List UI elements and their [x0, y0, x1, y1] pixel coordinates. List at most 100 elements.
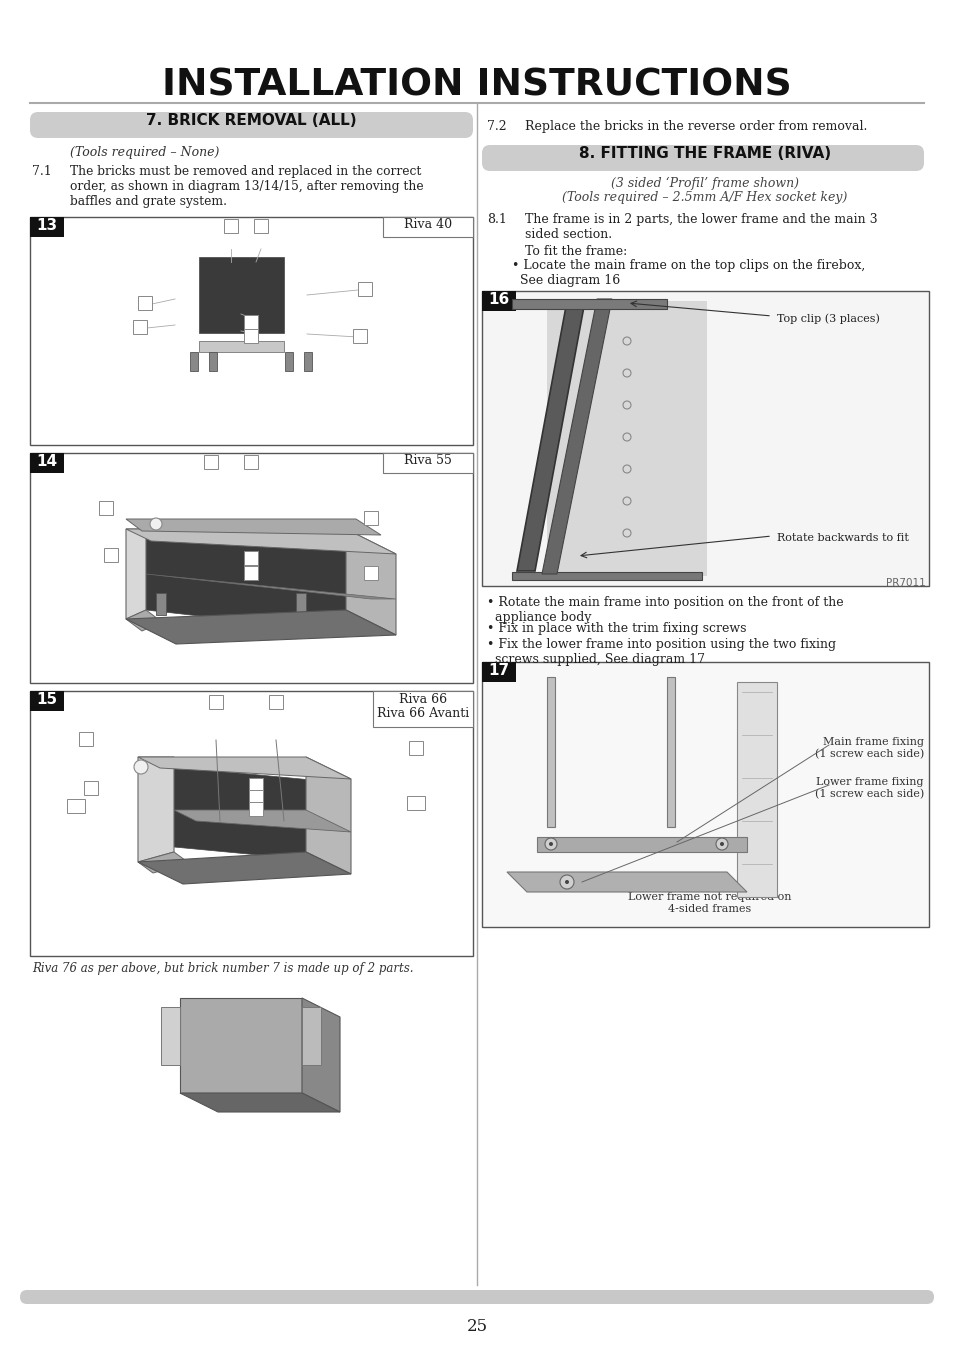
Bar: [30, 217, 473, 446]
Bar: [364, 566, 377, 580]
Text: Riva 66 Avanti: Riva 66 Avanti: [376, 707, 469, 720]
Text: 25: 25: [466, 1318, 487, 1335]
Circle shape: [548, 842, 553, 846]
Bar: [30, 691, 64, 711]
Polygon shape: [126, 610, 162, 630]
Text: 7. BRICK REMOVAL (ALL): 7. BRICK REMOVAL (ALL): [146, 113, 356, 128]
Text: 7: 7: [248, 558, 253, 567]
Text: 5: 5: [88, 787, 94, 796]
Polygon shape: [138, 757, 351, 779]
Text: 1: 1: [103, 508, 109, 517]
Polygon shape: [512, 298, 666, 309]
Polygon shape: [180, 1094, 339, 1112]
Circle shape: [559, 875, 574, 890]
Bar: [546, 676, 555, 828]
Bar: [546, 301, 706, 576]
Text: 8: 8: [248, 335, 253, 346]
Polygon shape: [537, 837, 746, 852]
Text: 2: 2: [361, 288, 368, 298]
Text: • Fix the lower frame into position using the two fixing
  screws supplied, See : • Fix the lower frame into position usin…: [486, 639, 835, 666]
Bar: [30, 217, 64, 238]
Bar: [481, 292, 516, 311]
Bar: [84, 782, 98, 795]
Text: 4: 4: [257, 225, 264, 235]
Text: 7: 7: [248, 321, 253, 331]
Circle shape: [133, 760, 148, 774]
Text: 14: 14: [36, 454, 57, 468]
FancyBboxPatch shape: [20, 1291, 933, 1304]
Polygon shape: [346, 529, 395, 634]
Circle shape: [150, 518, 162, 531]
Text: PR7011: PR7011: [885, 578, 925, 589]
Text: Riva 76 as per above, but brick number 7 is made up of 2 parts.: Riva 76 as per above, but brick number 7…: [32, 963, 413, 975]
Text: The frame is in 2 parts, the lower frame and the main 3
sided section.: The frame is in 2 parts, the lower frame…: [524, 213, 877, 242]
Bar: [285, 352, 293, 371]
Text: Lower frame not required on
4-sided frames: Lower frame not required on 4-sided fram…: [628, 892, 791, 914]
Polygon shape: [126, 529, 395, 554]
Bar: [373, 691, 473, 728]
Bar: [357, 282, 372, 296]
Text: 5: 5: [108, 554, 114, 564]
Text: (Tools required – None): (Tools required – None): [70, 146, 219, 159]
Bar: [249, 802, 263, 815]
Bar: [666, 676, 675, 828]
Text: 9: 9: [253, 796, 259, 806]
Text: 8. FITTING THE FRAME (RIVA): 8. FITTING THE FRAME (RIVA): [578, 146, 830, 161]
Polygon shape: [138, 852, 351, 884]
Text: • Fix in place with the trim fixing screws: • Fix in place with the trim fixing scre…: [486, 622, 745, 634]
Bar: [249, 790, 263, 805]
Polygon shape: [126, 529, 146, 620]
Text: 7.2: 7.2: [486, 120, 506, 134]
Polygon shape: [173, 810, 351, 832]
Text: INSTALLATION INSTRUCTIONS: INSTALLATION INSTRUCTIONS: [162, 68, 791, 104]
Text: 4: 4: [273, 701, 279, 711]
Text: Main frame fixing
(1 screw each side): Main frame fixing (1 screw each side): [814, 737, 923, 759]
Bar: [132, 320, 147, 333]
Text: Lower frame fixing
(1 screw each side): Lower frame fixing (1 screw each side): [814, 778, 923, 799]
Bar: [244, 315, 257, 329]
Bar: [407, 796, 424, 810]
Text: 6: 6: [356, 335, 363, 346]
Text: The bricks must be removed and replaced in the correct
order, as shown in diagra: The bricks must be removed and replaced …: [70, 165, 423, 208]
Bar: [209, 352, 216, 371]
Bar: [382, 454, 473, 472]
Polygon shape: [517, 301, 584, 571]
Bar: [199, 256, 284, 333]
Bar: [156, 593, 166, 616]
Bar: [224, 219, 237, 234]
Text: 7.1: 7.1: [32, 165, 51, 178]
Polygon shape: [512, 572, 701, 580]
Text: 8.1: 8.1: [486, 213, 506, 225]
Text: 2: 2: [368, 517, 374, 526]
Text: 7: 7: [253, 784, 259, 794]
Text: 5: 5: [136, 325, 143, 336]
Text: • Locate the main frame on the top clips on the firebox,
  See diagram 16: • Locate the main frame on the top clips…: [512, 259, 864, 288]
Text: Rotate backwards to fit: Rotate backwards to fit: [776, 533, 908, 543]
Circle shape: [720, 842, 723, 846]
Text: 3: 3: [208, 460, 213, 471]
Polygon shape: [541, 298, 612, 574]
Bar: [67, 799, 85, 813]
Bar: [244, 566, 257, 580]
Circle shape: [544, 838, 557, 850]
Text: 3: 3: [228, 225, 233, 235]
Bar: [382, 217, 473, 238]
Text: 6: 6: [368, 572, 374, 582]
Bar: [253, 219, 268, 234]
Bar: [244, 551, 257, 566]
FancyBboxPatch shape: [481, 144, 923, 171]
Text: 4: 4: [248, 460, 253, 471]
Polygon shape: [138, 757, 173, 863]
Text: 3: 3: [213, 701, 219, 711]
Polygon shape: [302, 1007, 320, 1065]
Bar: [30, 454, 473, 683]
Polygon shape: [173, 767, 333, 863]
Polygon shape: [146, 529, 371, 634]
Text: 8: 8: [253, 809, 259, 818]
Polygon shape: [161, 1007, 180, 1065]
Bar: [244, 329, 257, 343]
Text: Replace the bricks in the reverse order from removal.: Replace the bricks in the reverse order …: [524, 120, 866, 134]
Bar: [204, 455, 218, 468]
Text: 1: 1: [83, 738, 89, 748]
Text: 17: 17: [488, 663, 509, 678]
